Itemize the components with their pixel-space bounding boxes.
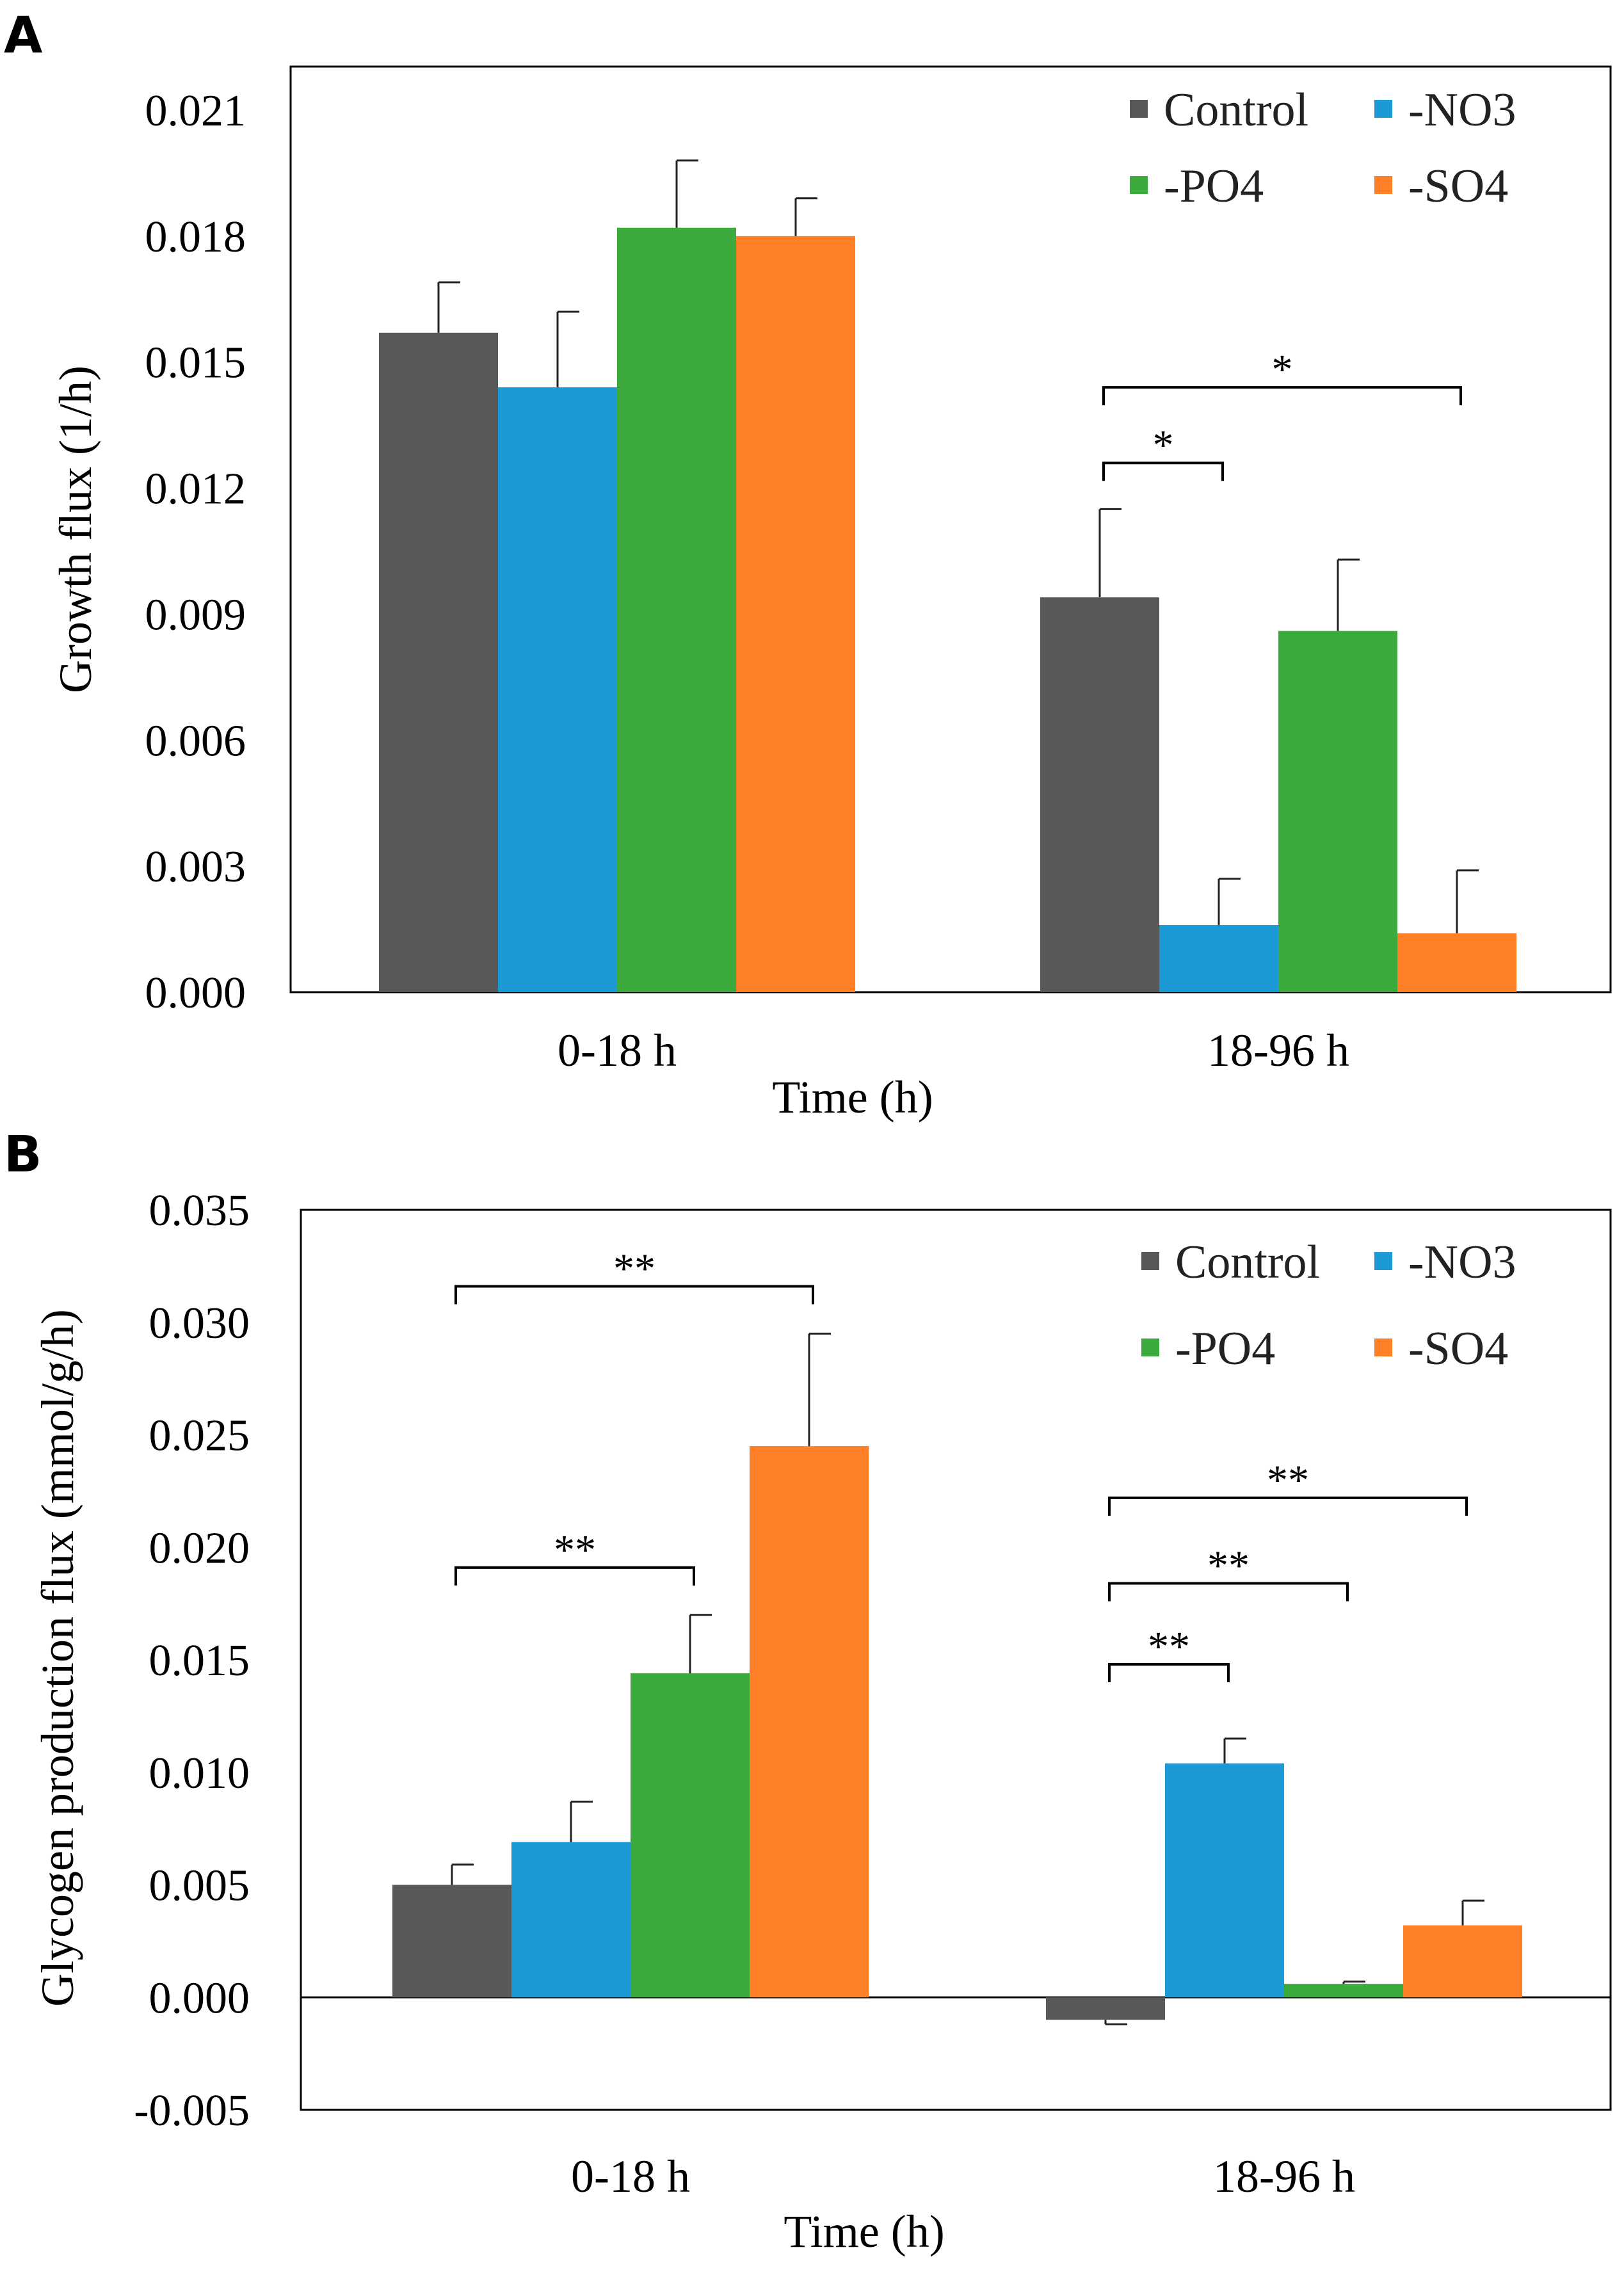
legend-label: -PO4 [1175,1322,1275,1375]
significance-bracket [454,1566,695,1586]
bar-so4-1 [1403,1925,1522,1998]
legend-b: Control -NO3 -PO4 -SO4 [1141,1236,1516,1375]
legend-label: Control [1175,1236,1320,1289]
significance-bracket [454,1285,814,1305]
y-tick-label: 0.005 [149,1861,250,1911]
x-category-label: 18-96 h [1207,1025,1349,1076]
y-tick-label: 0.015 [145,339,246,388]
bar-no3-1 [1159,925,1278,992]
x-category-label: 18-96 h [1213,2151,1355,2202]
legend-a: Control -NO3 -PO4 -SO4 [1130,84,1516,213]
bars-a [379,227,1516,992]
y-tick-label: -0.005 [134,2086,250,2135]
significance-label: ** [613,1246,655,1292]
bar-po4-1 [1278,631,1397,992]
y-tick-label: 0.003 [145,842,246,892]
legend-swatch [1130,100,1148,118]
panel-b: B -0.005 0.000 0.005 0.010 0.015 0.020 0.025 0.… [4,1126,1612,2257]
panel-letter-b: B [4,1126,42,1184]
legend-swatch [1374,1252,1392,1270]
bar-control-1 [1040,597,1159,992]
significance-bracket [1108,1663,1230,1683]
bar-so4-1 [1397,933,1516,992]
significance-label: ** [1148,1623,1190,1670]
y-tick-label: 0.000 [149,1974,250,2023]
bar-po4-0 [631,1673,750,1998]
significance-bracket [1108,1496,1468,1516]
legend-label: Control [1164,84,1308,136]
panel-letter-a: A [4,7,42,65]
legend-label: -NO3 [1408,1236,1516,1289]
significance-label: ** [1267,1457,1309,1504]
bar-po4-0 [617,227,736,992]
bar-so4-0 [750,1446,869,1998]
legend-swatch [1141,1252,1159,1270]
legend-swatch [1374,176,1392,194]
bar-no3-0 [511,1842,631,1998]
y-tick-label: 0.000 [145,969,246,1018]
y-tick-label: 0.030 [149,1299,250,1348]
y-axis-title-a: Growth flux (1/h) [50,366,101,693]
bars-b [301,1446,1611,2020]
significance-bracket [1102,462,1224,481]
x-category-labels-a: 0-18 h 18-96 h [558,1025,1349,1076]
significance-label: ** [1207,1542,1250,1589]
y-tick-label: 0.015 [149,1636,250,1685]
bar-control-1 [1046,1997,1165,2020]
bar-control-0 [392,1885,511,1998]
error-bars-a [437,159,1479,934]
legend-swatch [1374,1338,1392,1356]
legend-swatch [1374,100,1392,118]
significance-bracket [1108,1582,1349,1602]
y-tick-label: 0.006 [145,716,246,766]
x-axis-title-a: Time (h) [772,1072,933,1123]
y-tick-labels-b: -0.005 0.000 0.005 0.010 0.015 0.020 0.025 0.03… [134,1186,250,2135]
legend-label: -PO4 [1164,160,1264,213]
legend-label: -SO4 [1408,1322,1508,1375]
y-tick-label: 0.010 [149,1749,250,1798]
plot-frame-a [289,65,1612,993]
bar-no3-0 [498,387,617,992]
significance-brackets-a: ** [1102,346,1462,481]
y-tick-label: 0.012 [145,465,246,514]
x-axis-title-b: Time (h) [784,2206,944,2257]
y-tick-label: 0.035 [149,1186,250,1235]
y-axis-title-b: Glycogen production flux (mmol/g/h) [32,1309,83,2007]
significance-brackets-b: ** ** ** ** ** [454,1246,1468,1683]
y-tick-label: 0.021 [145,86,246,136]
bar-so4-0 [736,236,855,992]
x-category-label: 0-18 h [558,1025,677,1076]
y-tick-label: 0.025 [149,1411,250,1461]
panel-a: A 0.0000.0030.0060.0090.0120.0150.0180.0… [4,7,1612,1123]
significance-label: * [1272,346,1293,393]
legend-label: -SO4 [1408,160,1508,213]
significance-bracket [1102,386,1462,406]
legend-swatch [1141,1338,1159,1356]
x-category-labels-b: 0-18 h 18-96 h [571,2151,1355,2202]
y-tick-label: 0.020 [149,1523,250,1573]
bar-po4-1 [1284,1984,1403,1998]
bar-no3-1 [1165,1763,1284,1998]
x-category-label: 0-18 h [571,2151,690,2202]
legend-swatch [1130,176,1148,194]
y-tick-label: 0.009 [145,590,246,639]
plot-frame-b [300,1209,1612,2111]
legend-label: -NO3 [1408,84,1516,136]
y-tick-labels-a: 0.000 0.003 0.006 0.009 0.012 0.015 0.018 0.021 [145,86,246,1018]
bar-control-0 [379,332,498,992]
y-tick-label: 0.018 [145,213,246,262]
significance-label: ** [554,1527,596,1573]
significance-label: * [1153,422,1174,469]
error-bars-b [451,1332,1484,2025]
